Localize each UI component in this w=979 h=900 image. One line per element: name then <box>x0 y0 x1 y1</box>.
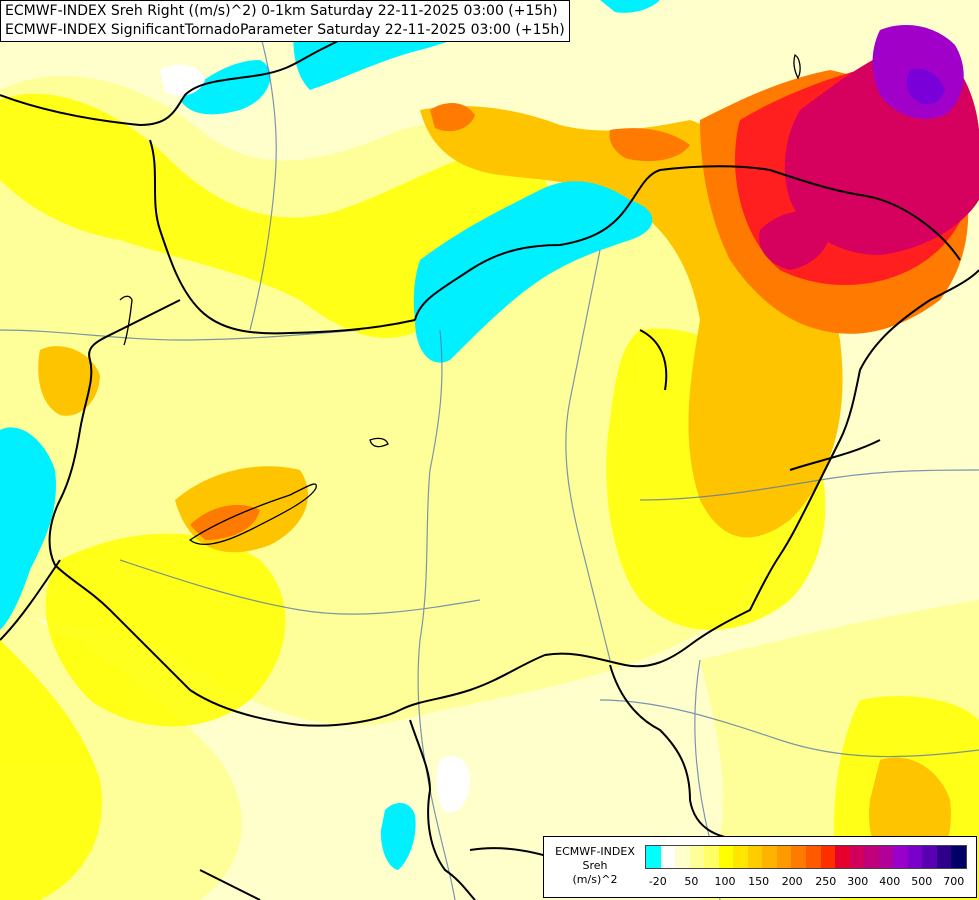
title-line-2: ECMWF-INDEX SignificantTornadoParameter … <box>5 22 565 38</box>
legend-tick-label: 200 <box>781 875 803 888</box>
legend-swatch <box>646 846 661 868</box>
legend-tick-label: 300 <box>847 875 869 888</box>
legend-tick-label: 700 <box>943 875 965 888</box>
legend-swatch <box>733 846 748 868</box>
title-line-1: ECMWF-INDEX Sreh Right ((m/s)^2) 0-1km S… <box>5 3 558 19</box>
legend-tick-label: 50 <box>684 875 699 888</box>
legend-swatch <box>660 846 676 868</box>
legend-tick-label: 500 <box>911 875 933 888</box>
color-legend: ECMWF-INDEX Sreh (m/s)^2 -20 50 100 150 200 2… <box>543 836 977 898</box>
legend-ticks: -20 50 100 150 200 250 300 400 500 700 <box>645 875 965 889</box>
legend-tick-label: 400 <box>879 875 901 888</box>
legend-swatch <box>849 846 865 868</box>
legend-swatch <box>704 846 719 868</box>
legend-swatch <box>820 846 836 868</box>
sreh-contour-cyan <box>0 0 660 870</box>
legend-swatch <box>864 846 879 868</box>
legend-label-line1: ECMWF-INDEX <box>555 845 635 858</box>
legend-label-line2: Sreh <box>582 859 608 872</box>
legend-label-line3: (m/s)^2 <box>572 873 618 886</box>
map-title-box: ECMWF-INDEX Sreh Right ((m/s)^2) 0-1km S… <box>0 0 570 42</box>
legend-swatch <box>907 846 923 868</box>
legend-swatch <box>936 846 952 868</box>
legend-tick-label: -20 <box>648 875 667 888</box>
legend-tick-label: 150 <box>748 875 770 888</box>
sreh-contour-purple <box>872 25 964 119</box>
legend-swatch <box>951 846 967 868</box>
legend-swatch <box>776 846 792 868</box>
legend-swatch <box>718 846 734 868</box>
legend-swatch <box>675 846 690 868</box>
legend-tick-label: 250 <box>815 875 837 888</box>
legend-swatch <box>747 846 763 868</box>
legend-swatch <box>689 846 705 868</box>
legend-swatch <box>835 846 850 868</box>
legend-swatch <box>922 846 937 868</box>
lakes <box>119 54 801 545</box>
legend-swatch <box>893 846 908 868</box>
legend-swatch <box>878 846 894 868</box>
legend-label: ECMWF-INDEX Sreh (m/s)^2 <box>548 845 642 887</box>
legend-swatch <box>806 846 821 868</box>
legend-swatch <box>762 846 777 868</box>
sreh-contour-yellow <box>0 93 979 900</box>
legend-tick-label: 100 <box>714 875 736 888</box>
legend-swatch <box>791 846 807 868</box>
legend-swatches <box>645 845 967 869</box>
